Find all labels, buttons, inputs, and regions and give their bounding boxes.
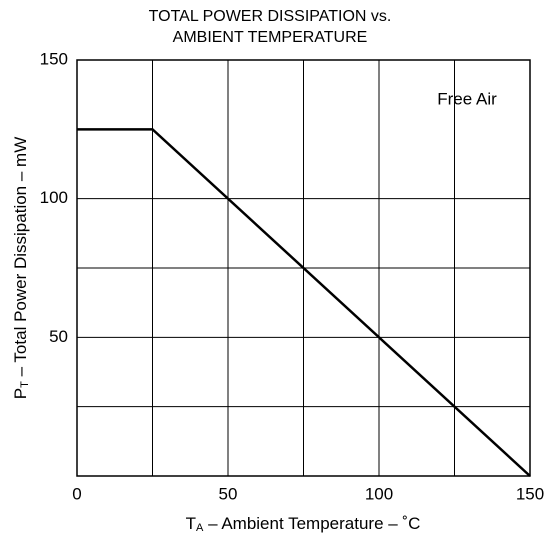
y-label-sub: T (19, 381, 31, 388)
plot-frame (76, 59, 531, 477)
y-axis-label: PT – Total Power Dissipation – mW (11, 137, 30, 399)
y-label-rest: – Total Power Dissipation – mW (11, 137, 30, 381)
x-tick-label: 150 (516, 484, 544, 503)
x-tick-label: 50 (219, 484, 238, 503)
annotation: Free Air (437, 89, 497, 108)
x-label-sub: A (196, 522, 204, 534)
y-tick-label: 50 (49, 327, 68, 346)
y-tick-label: 100 (40, 188, 68, 207)
x-tick-label: 0 (72, 484, 81, 503)
y-tick-label: 150 (40, 49, 68, 68)
x-tick-label: 100 (365, 484, 393, 503)
x-axis-label: TA – Ambient Temperature – ˚C (186, 514, 421, 533)
chart-title: TOTAL POWER DISSIPATION vs. (149, 8, 392, 25)
chart-title: AMBIENT TEMPERATURE (173, 29, 368, 46)
y-label-main: P (11, 388, 30, 399)
data-line (77, 128, 531, 477)
x-label-rest: – Ambient Temperature – ˚C (203, 514, 420, 533)
x-label-main: T (186, 514, 196, 533)
